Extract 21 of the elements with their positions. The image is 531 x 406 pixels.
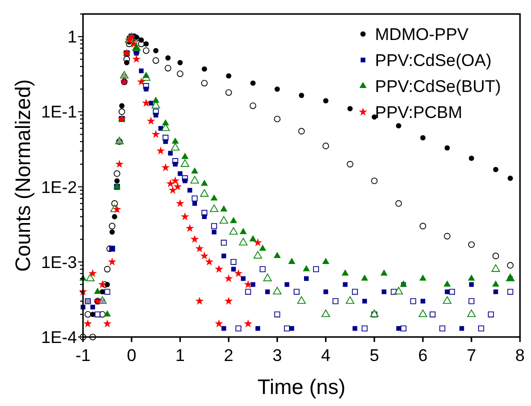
y-tick-label: 1E-4 (41, 328, 77, 347)
x-tick-label: 3 (272, 346, 282, 365)
x-tick-label: 4 (321, 346, 331, 365)
legend-label: PPV:PCBM (375, 103, 462, 122)
x-tick-label: -1 (75, 346, 91, 365)
y-tick-label: 1E-2 (41, 178, 77, 197)
x-tick-label: 8 (515, 346, 525, 365)
x-axis-title: Time (ns) (258, 376, 346, 399)
x-tick-label: 6 (418, 346, 428, 365)
legend-label: PPV:CdSe(BUT) (375, 77, 501, 96)
y-tick-label: 1 (68, 28, 77, 47)
x-tick-label: 1 (175, 346, 185, 365)
y-tick-label: 1E-3 (41, 252, 77, 272)
x-tick-label: 7 (466, 346, 476, 365)
x-tick-label: 0 (126, 346, 136, 365)
y-tick-label: 1E-1 (41, 102, 77, 122)
y-axis-title: Counts (Normalized) (12, 79, 35, 272)
legend-label: PPV:CdSe(OA) (375, 51, 492, 70)
legend-label: MDMO-PPV (375, 25, 470, 44)
x-tick-label: 2 (224, 346, 234, 365)
x-tick-label: 5 (370, 346, 380, 365)
